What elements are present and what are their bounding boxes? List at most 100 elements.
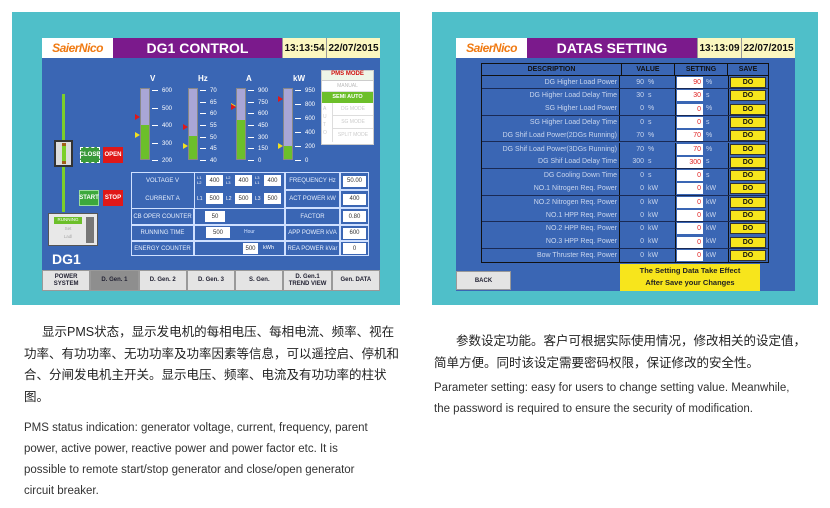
tab-s-gen-[interactable]: S. Gen. [235, 270, 284, 291]
clock-date: 22/07/2015 [326, 38, 380, 58]
frequency-label: FREQUENCY Hz [285, 172, 340, 190]
setting-input[interactable]: 0 [677, 236, 703, 248]
limit-marker-icon [135, 114, 140, 120]
apparent-power-value: 600 [343, 227, 366, 239]
setting-input[interactable]: 0 [677, 103, 703, 115]
setting-unit: % [706, 78, 713, 86]
gauge-tick [295, 146, 301, 147]
gauge-scale-label: 55 [210, 123, 217, 129]
save-do-button[interactable]: DO [730, 143, 766, 155]
gauge-tick [248, 101, 254, 103]
semi-auto-mode-button[interactable]: SEMI AUTO [322, 92, 373, 103]
cb-counter-value: 50 [205, 211, 225, 222]
phase-label: L1 L2 [197, 175, 202, 185]
gauge-scale-label: 300 [258, 134, 269, 141]
setting-description: NO.1 HPP Req. Power [482, 209, 620, 222]
setting-input[interactable]: 0 [677, 170, 703, 182]
save-do-button[interactable]: DO [730, 156, 766, 168]
cb-counter-label: CB OPER COUNTER [131, 208, 194, 225]
header-description: DESCRIPTION [482, 63, 622, 76]
setting-input[interactable]: 0 [677, 223, 703, 235]
gauge-scale-label: 400 [305, 130, 316, 136]
gauge-scale-label: 65 [210, 99, 217, 106]
save-do-button[interactable]: DO [730, 103, 766, 115]
setting-input[interactable]: 0 [677, 183, 703, 195]
setting-unit: % [706, 145, 713, 153]
header-save: SAVE [738, 65, 758, 73]
caption-line: the password is required to ensure the s… [434, 403, 753, 415]
settings-row: DG Higher Load Delay Time 30 s 30 s DO [482, 89, 768, 103]
setting-input[interactable]: 70 [677, 143, 703, 155]
header-setting: SETTING [675, 63, 728, 76]
auto-mode-label[interactable]: AUTO [323, 106, 327, 136]
tab-d-gen-1[interactable]: D. Gen. 1 [90, 270, 139, 291]
save-do-button[interactable]: DO [730, 196, 766, 208]
setting-input[interactable]: 70 [677, 130, 703, 142]
breaker-open-button[interactable]: OPEN [103, 147, 123, 163]
gauge-fill [237, 119, 245, 159]
save-do-button[interactable]: DO [730, 130, 766, 142]
setting-input[interactable]: 0 [677, 116, 703, 128]
save-notice-line1: The Setting Data Take Effect [639, 266, 741, 275]
current-value: 70 [636, 145, 644, 153]
gauge-bar [188, 88, 198, 160]
current-value: 300 [632, 158, 644, 166]
save-do-button[interactable]: DO [730, 236, 766, 248]
pms-mode-title: PMS MODE [322, 71, 373, 81]
stop-button[interactable]: STOP [103, 190, 123, 206]
start-button[interactable]: START [79, 190, 99, 206]
settings-row: DG Shif Load Delay Time 300 s 300 s DO [482, 155, 768, 170]
setting-input[interactable]: 0 [677, 249, 703, 261]
dg-mode-button[interactable]: DG MODE [332, 103, 373, 116]
tab-power-system[interactable]: POWER SYSTEM [42, 270, 91, 291]
setting-input[interactable]: 90 [677, 77, 703, 88]
gauge-tick [200, 125, 206, 126]
tab-d-gen-3[interactable]: D. Gen. 3 [186, 270, 236, 291]
value-unit: kW [648, 185, 659, 193]
save-do-button[interactable]: DO [730, 116, 766, 128]
gauge-scale-label: 600 [258, 111, 269, 118]
setting-input[interactable]: 300 [677, 156, 703, 168]
tab-d-gen-1-trend-view[interactable]: D. Gen.1 TREND VIEW [283, 270, 332, 291]
gauge-tick [152, 90, 158, 91]
setting-description: DG Higher Load Delay Time [482, 89, 620, 103]
gauge-fill [189, 135, 197, 159]
current-value: 0 [640, 105, 644, 113]
gauge-unit-label: V [150, 74, 156, 83]
setting-input[interactable]: 0 [677, 196, 703, 208]
gauge-scale-label: 0 [305, 158, 309, 164]
settings-row: DG Shif Load Power(2DGs Running) 70% 70% DO [482, 129, 768, 143]
save-do-button[interactable]: DO [730, 223, 766, 235]
current-value: 500 [264, 193, 281, 204]
setting-unit: % [706, 105, 713, 113]
save-do-button[interactable]: DO [730, 249, 766, 261]
tab-gen-data[interactable]: Gen. DATA [331, 270, 380, 291]
manual-mode-button[interactable]: MANUAL [322, 81, 373, 92]
setpoint-marker-icon [183, 143, 188, 150]
gauge-tick [295, 118, 301, 119]
save-do-button[interactable]: DO [730, 183, 766, 195]
current-value: 0 [640, 238, 644, 246]
voltage-value: 400 [264, 175, 281, 186]
save-do-button[interactable]: DO [730, 210, 766, 221]
gauge-tick [152, 142, 158, 144]
sg-mode-button[interactable]: SG MODE [332, 116, 373, 129]
breaker-close-button[interactable]: CLOSE [80, 147, 100, 163]
page-title: DG1 CONTROL [113, 38, 282, 58]
tab-d-gen-2[interactable]: D. Gen. 2 [138, 270, 187, 291]
save-do-button[interactable]: DO [730, 90, 766, 102]
save-do-button[interactable]: DO [730, 170, 766, 182]
value-unit: kW [648, 198, 659, 206]
setting-input[interactable]: 30 [677, 90, 703, 102]
caption-line: PMS status indication: generator voltage… [24, 422, 368, 434]
gauge-scale-label: 900 [258, 88, 269, 94]
gauge-scale-label: 70 [210, 88, 217, 94]
save-do-button[interactable]: DO [730, 77, 766, 88]
setting-input[interactable]: 0 [677, 210, 703, 221]
energy-counter-unit: kWh [263, 245, 274, 251]
apparent-power-label: APP POWER kVA [285, 225, 340, 241]
split-mode-button[interactable]: SPLIT MODE [332, 129, 373, 142]
gauge-scale-label: 60 [210, 111, 217, 118]
brand-logo: SaierNico [42, 38, 113, 58]
back-button[interactable]: BACK [456, 271, 511, 290]
